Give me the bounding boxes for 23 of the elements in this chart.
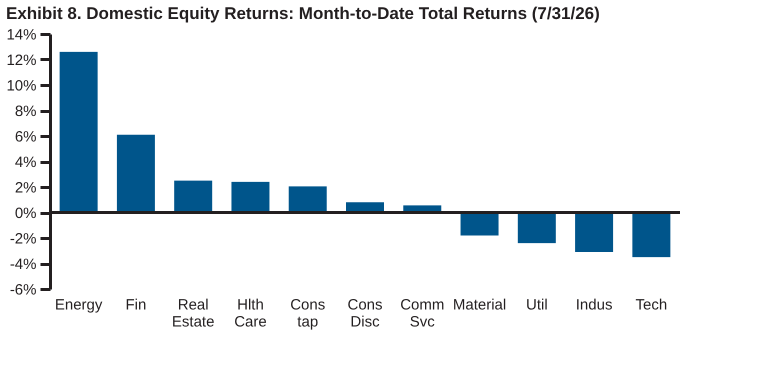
y-tick-label: 6% xyxy=(14,128,36,146)
x-tick-label: Energy xyxy=(54,296,103,314)
x-tick-label: Hlth Care xyxy=(234,296,267,330)
x-tick-label: Tech xyxy=(636,296,668,314)
x-tick-label: Comm Svc xyxy=(400,296,444,330)
y-tick-label: 8% xyxy=(14,103,36,120)
x-tick-label: Cons tap xyxy=(290,296,326,330)
x-tick-label: Fin xyxy=(125,296,146,314)
y-tick-label: 4% xyxy=(14,154,36,171)
y-tick-label: -4% xyxy=(10,256,36,273)
y-tick-label: 10% xyxy=(6,78,36,94)
y-tick-label: 0% xyxy=(14,205,36,222)
x-tick-label: Cons Disc xyxy=(347,296,383,330)
y-tick-label: 14% xyxy=(6,26,36,44)
x-tick-label: Material xyxy=(452,296,506,314)
y-tick-label: -2% xyxy=(10,230,36,248)
x-tick-label: Indus xyxy=(576,296,612,314)
x-tick-label: Util xyxy=(526,296,548,314)
y-tick-label: 12% xyxy=(6,52,36,69)
chart-title: Exhibit 8. Domestic Equity Returns: Month-to-Date Total Returns (7/31/26) xyxy=(6,4,600,23)
x-tick-label: Real Estate xyxy=(172,296,214,330)
y-tick-label: -6% xyxy=(10,282,36,298)
y-tick-label: 2% xyxy=(14,180,36,196)
